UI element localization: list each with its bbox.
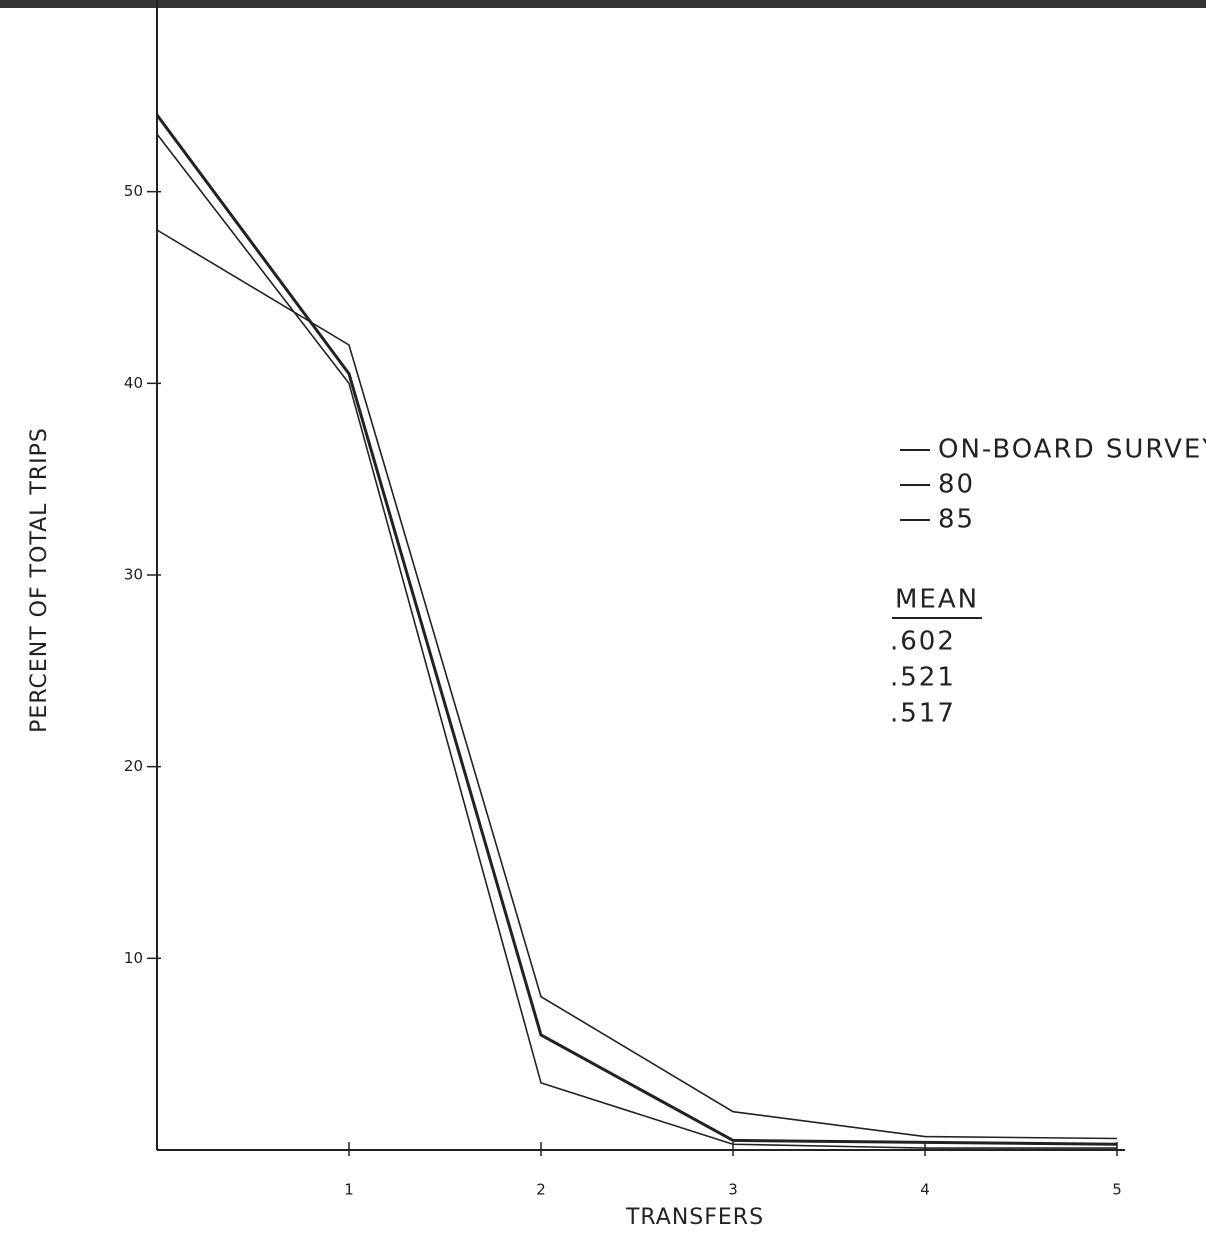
- legend-label: 80: [938, 470, 975, 500]
- top-bar: [0, 0, 1206, 8]
- series-line: [155, 114, 1118, 1146]
- x-tick-label: 5: [1112, 1181, 1122, 1199]
- y-tick-label: 50: [124, 182, 143, 200]
- x-axis-title: TRANSFERS: [625, 1205, 764, 1230]
- mean-value: .517: [890, 699, 956, 729]
- y-tick-label: 40: [124, 374, 143, 392]
- mean-value: .602: [890, 627, 956, 657]
- x-tick-label: 3: [728, 1181, 738, 1199]
- mean-title: MEAN: [895, 585, 979, 615]
- y-tick-label: 20: [124, 757, 143, 775]
- x-tick-label: 1: [344, 1181, 354, 1199]
- mean-value: .521: [890, 663, 956, 693]
- y-axis-title: PERCENT OF TOTAL TRIPS: [27, 427, 52, 733]
- series-line: [156, 229, 1118, 1140]
- x-tick-label: 2: [536, 1181, 546, 1199]
- y-tick-label: 10: [124, 949, 143, 967]
- x-tick-label: 4: [920, 1181, 930, 1199]
- series-line: [156, 133, 1117, 1149]
- y-tick-label: 30: [124, 566, 143, 584]
- legend-label: ON-BOARD SURVEY: [938, 435, 1206, 465]
- legend-label: 85: [938, 505, 975, 535]
